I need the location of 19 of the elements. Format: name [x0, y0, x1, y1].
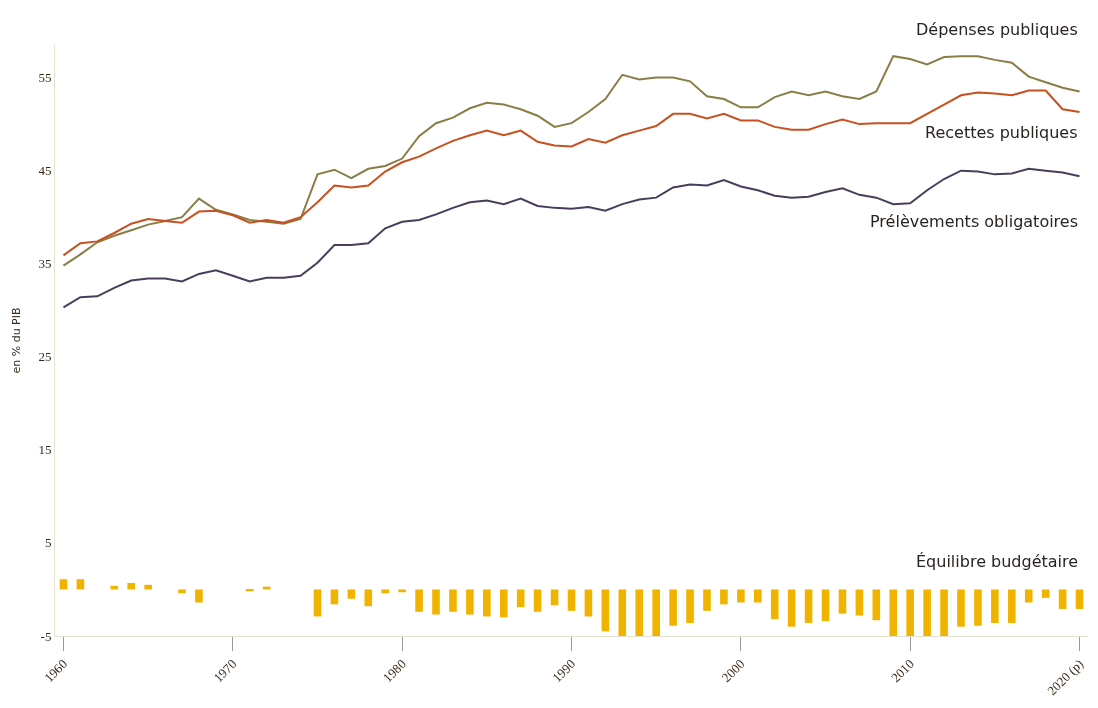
line-series [62, 167, 1081, 309]
x-tick-label: 1970 [210, 656, 240, 686]
y-axis-title: en % du PIB [10, 307, 24, 374]
series-label: Dépenses publiques [916, 20, 1078, 39]
x-tick-label: 1990 [549, 656, 579, 686]
y-tick-label: 55 [38, 70, 52, 86]
series-label: Prélèvements obligatoires [870, 212, 1079, 231]
y-tick-label: 35 [38, 256, 52, 272]
line-series [62, 89, 1081, 257]
y-tick-label: 45 [38, 163, 52, 179]
series-label: Recettes publiques [925, 123, 1078, 142]
x-tick-label: 1980 [379, 656, 409, 686]
y-tick-label: 5 [44, 535, 52, 551]
y-tick-label: -5 [40, 628, 52, 644]
line-series [62, 55, 1081, 267]
series-label: Équilibre budgétaire [916, 552, 1079, 571]
y-tick-label: 15 [38, 442, 52, 458]
y-tick-label: 25 [38, 349, 52, 365]
x-tick-label: 1960 [41, 656, 71, 686]
